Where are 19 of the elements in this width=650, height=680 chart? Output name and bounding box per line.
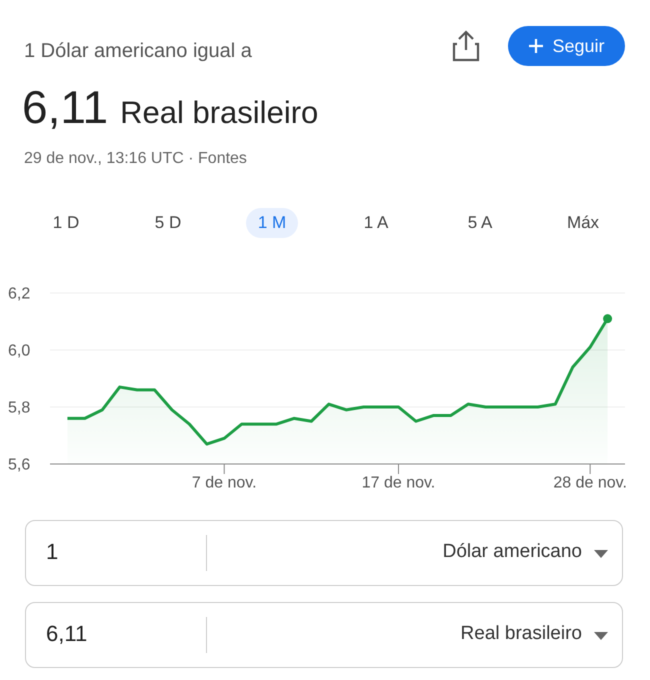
text: 1 A	[362, 212, 390, 234]
y-tick-label: 6,2	[8, 286, 30, 303]
text: 5 D	[154, 212, 182, 234]
x-tick-label: 17 de nov.	[362, 474, 436, 492]
text: Máx	[566, 212, 600, 234]
converter-field: 1 Dólar americano	[25, 520, 623, 586]
converter-field: 6,11 Real brasileiro	[25, 602, 623, 668]
y-tick-label: 6,0	[8, 342, 30, 360]
x-tick-label: 7 de nov.	[192, 474, 257, 492]
y-tick-label: 5,6	[8, 456, 30, 474]
chart-subtitle: 6,11 Real brasileiro	[22, 81, 318, 133]
chart-title: 1 Dólar americano igual a	[24, 40, 252, 63]
text: 29 de nov., 13:16 UTC · Fontes	[24, 150, 247, 168]
y-tick-label: 5,8	[8, 400, 30, 417]
text: 1 M	[246, 208, 298, 238]
follow-button: Seguir	[508, 26, 625, 66]
x-tick-label: 28 de nov.	[553, 474, 627, 492]
text: 5 A	[466, 212, 494, 234]
text: 1 D	[52, 212, 80, 234]
